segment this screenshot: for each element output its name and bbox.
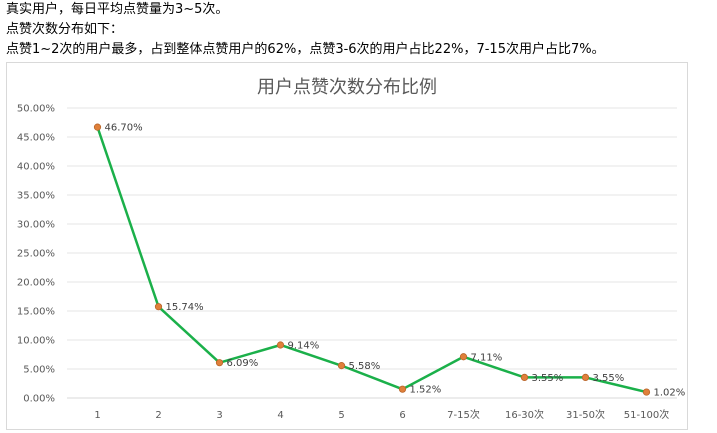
data-label: 3.55% bbox=[593, 373, 625, 384]
y-tick-label: 35.00% bbox=[17, 191, 55, 202]
x-axis-ticks: 1 2 3 4 5 6 7-15次 16-30次 31-50次 51-100次 bbox=[94, 408, 669, 421]
chart-container: 用户点赞次数分布比例 0.00% 5.00% 10.00% 15.00% 20.00% 2… bbox=[6, 62, 688, 430]
x-tick-label: 16-30次 bbox=[505, 408, 544, 421]
x-tick-label: 3 bbox=[216, 410, 222, 421]
y-tick-label: 10.00% bbox=[17, 336, 55, 347]
data-label: 6.09% bbox=[227, 358, 259, 369]
y-tick-label: 45.00% bbox=[17, 133, 55, 144]
data-label: 3.55% bbox=[532, 373, 564, 384]
y-axis-ticks: 0.00% 5.00% 10.00% 15.00% 20.00% 25.00% 30.00%… bbox=[17, 104, 55, 405]
x-tick-label: 6 bbox=[399, 410, 405, 421]
gridlines bbox=[67, 107, 677, 399]
chart-title: 用户点赞次数分布比例 bbox=[257, 77, 437, 98]
y-tick-label: 15.00% bbox=[17, 307, 55, 318]
data-label: 1.52% bbox=[410, 385, 442, 396]
x-tick-label: 1 bbox=[94, 410, 100, 421]
series-line bbox=[96, 125, 648, 394]
data-point bbox=[93, 123, 102, 131]
data-point bbox=[520, 373, 529, 382]
intro-line-2: 点赞次数分布如下： bbox=[6, 22, 124, 37]
line-chart: 用户点赞次数分布比例 0.00% 5.00% 10.00% 15.00% 20.00% 2… bbox=[17, 77, 686, 421]
x-tick-label: 31-50次 bbox=[566, 408, 605, 421]
x-tick-label: 2 bbox=[155, 410, 161, 421]
data-point bbox=[459, 353, 468, 361]
data-label: 7.11% bbox=[471, 352, 503, 363]
y-tick-label: 0.00% bbox=[23, 394, 55, 405]
y-tick-label: 20.00% bbox=[17, 278, 55, 289]
x-tick-label: 7-15次 bbox=[447, 408, 480, 421]
y-tick-label: 50.00% bbox=[17, 104, 55, 115]
data-labels: 46.70% 15.74% 6.09% 9.14% 5.58% 1.52% 7.11% 3.5… bbox=[105, 123, 686, 399]
intro-line-3: 点赞1~2次的用户最多，占到整体点赞用户的62%，点赞3-6次的用户占比22%，… bbox=[6, 42, 605, 57]
data-point bbox=[337, 362, 346, 370]
data-point bbox=[581, 373, 590, 382]
data-point bbox=[642, 388, 651, 396]
series-line-layer bbox=[96, 125, 648, 394]
y-tick-label: 25.00% bbox=[17, 249, 55, 260]
x-tick-label: 4 bbox=[277, 410, 283, 421]
data-point bbox=[398, 385, 407, 393]
data-point bbox=[215, 359, 224, 367]
intro-line-1: 真实用户，每日平均点赞量为3~5次。 bbox=[6, 2, 229, 17]
y-tick-label: 30.00% bbox=[17, 220, 55, 231]
data-point bbox=[276, 341, 285, 349]
data-label: 9.14% bbox=[288, 340, 320, 351]
data-label: 46.70% bbox=[105, 123, 143, 134]
y-tick-label: 5.00% bbox=[23, 365, 55, 376]
intro-text: 真实用户，每日平均点赞量为3~5次。 点赞次数分布如下： 点赞1~2次的用户最多… bbox=[6, 0, 605, 60]
data-label: 15.74% bbox=[166, 302, 204, 313]
x-tick-label: 51-100次 bbox=[624, 408, 669, 421]
data-label: 5.58% bbox=[349, 361, 381, 372]
markers bbox=[93, 123, 651, 396]
x-tick-label: 5 bbox=[338, 410, 344, 421]
y-tick-label: 40.00% bbox=[17, 162, 55, 173]
data-point bbox=[154, 303, 163, 311]
data-label: 1.02% bbox=[654, 388, 686, 399]
